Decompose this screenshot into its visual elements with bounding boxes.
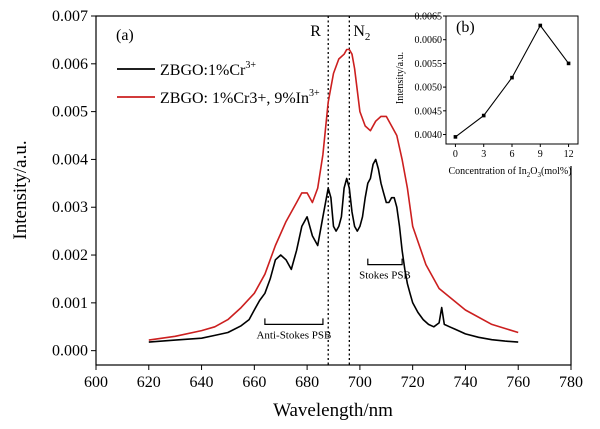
panel-label-a: (a)	[116, 27, 134, 44]
inset-y-tick-label: 0.0060	[415, 35, 443, 46]
legend-label-series-1: ZBGO:1%Cr3+	[160, 60, 256, 79]
main-y-tick-label: 0.002	[52, 247, 88, 264]
main-x-tick-label: 720	[401, 374, 425, 391]
main-plot-frame	[95, 15, 572, 366]
legend-label-series-2: ZBGO: 1%Cr3+, 9%In3+	[160, 88, 320, 107]
main-y-axis-label: Intensity/a.u.	[10, 140, 31, 239]
main-y-tick-label: 0.004	[52, 151, 88, 168]
annotation-bracket-2	[367, 258, 403, 266]
inset-y-tick-label: 0.0040	[415, 130, 443, 141]
inset-y-tick-label: 0.0055	[415, 59, 443, 70]
inset-y-tick-label: 0.0050	[415, 83, 443, 94]
inset-x-ticks: 0 3 6 9 12	[453, 144, 574, 160]
main-x-tick-label: 760	[506, 374, 530, 391]
main-x-ticks: 600 620 640 660 680 700 720 740 760 780	[84, 365, 583, 391]
reference-line-label-2: N2	[353, 23, 370, 43]
main-y-tick-label: 0.000	[52, 343, 88, 360]
inset-x-axis-label: Concentration of In2O3(mol%)	[448, 166, 571, 179]
main-reference-lines: R N2	[310, 16, 370, 365]
main-x-tick-label: 780	[559, 374, 583, 391]
main-y-tick-label: 0.003	[52, 199, 88, 216]
inset-axes: 0 3 6 9 12 0.00400.00450.00500.00550.00600.0…	[395, 12, 582, 179]
inset-data-point	[566, 61, 571, 66]
main-x-tick-label: 680	[295, 374, 319, 391]
main-x-tick-label: 740	[453, 374, 477, 391]
main-y-ticks: 0.000 0.001 0.002 0.003 0.004 0.005 0.006 0.007	[52, 8, 96, 360]
main-x-tick-label: 640	[190, 374, 214, 391]
main-axes: 600 620 640 660 680 700 720 740 760 780 0.0000.00…	[10, 8, 583, 421]
main-y-tick-label: 0.001	[52, 295, 88, 312]
main-x-tick-label: 620	[137, 374, 161, 391]
reference-line-label-1: R	[310, 23, 321, 40]
inset-x-tick-label: 6	[510, 149, 515, 160]
inset-series	[453, 23, 571, 139]
inset-background	[440, 14, 582, 166]
main-annotations: Anti-Stokes PSB Stokes PSB	[256, 258, 411, 341]
annotation-label-1: Anti-Stokes PSB	[256, 329, 331, 341]
inset-x-tick-label: 12	[564, 149, 574, 160]
annotation-label-2: Stokes PSB	[359, 270, 411, 282]
main-x-axis-label: Wavelength/nm	[273, 400, 393, 421]
inset-data-point	[538, 23, 543, 28]
annotation-bracket-1	[264, 318, 324, 325]
legend: ZBGO:1%Cr3+ ZBGO: 1%Cr3+, 9%In3+	[117, 60, 320, 107]
inset-x-tick-label: 3	[481, 149, 486, 160]
main-y-tick-label: 0.005	[52, 104, 88, 121]
panel-label-b: (b)	[456, 19, 475, 36]
series-line-2	[148, 48, 519, 341]
main-x-tick-label: 600	[84, 374, 108, 391]
main-series	[148, 48, 519, 343]
inset-y-tick-label: 0.0065	[415, 12, 443, 23]
inset-data-point	[510, 75, 514, 80]
inset-x-tick-label: 9	[538, 149, 543, 160]
series-line-1	[148, 158, 519, 343]
inset-y-tick-label: 0.0045	[415, 106, 443, 117]
inset-data-point	[481, 113, 486, 118]
main-y-tick-label: 0.006	[52, 56, 88, 73]
inset-y-ticks: 0.0040 0.0045 0.0050 0.0055 0.0060 0.0065	[415, 12, 446, 141]
main-y-tick-label: 0.007	[52, 8, 88, 25]
main-x-tick-label: 660	[242, 374, 266, 391]
inset-y-axis-label: Intensity/a.u.	[395, 52, 406, 104]
inset-x-tick-label: 0	[453, 149, 458, 160]
main-x-tick-label: 700	[348, 374, 372, 391]
inset-data-point	[453, 135, 458, 139]
